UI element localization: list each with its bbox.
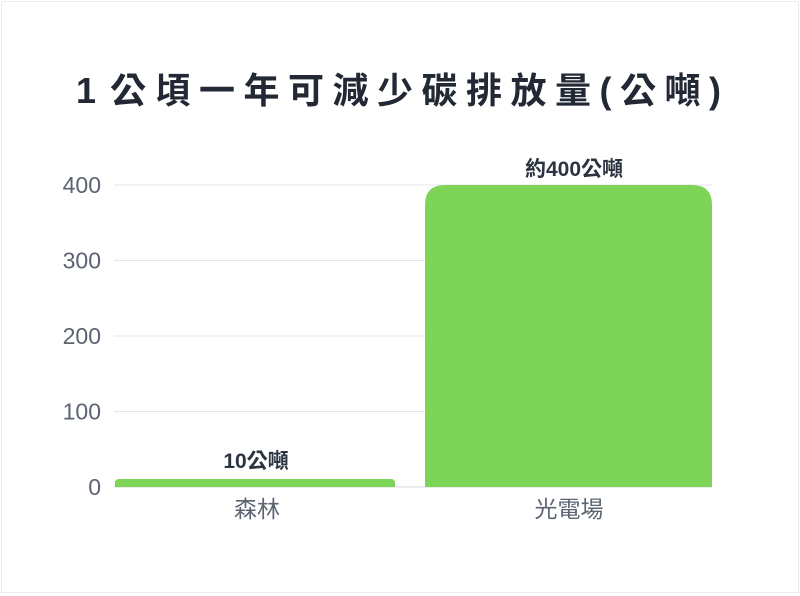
svg-text:0: 0 [88,474,101,500]
svg-text:200: 200 [63,323,101,349]
svg-text:光電場: 光電場 [535,496,604,522]
svg-text:400: 400 [63,172,101,198]
svg-text:約400公噸: 約400公噸 [525,158,623,181]
svg-text:300: 300 [63,248,101,274]
svg-text:森林: 森林 [234,496,280,522]
svg-text:100: 100 [63,399,101,425]
svg-text:10公噸: 10公噸 [223,450,288,473]
